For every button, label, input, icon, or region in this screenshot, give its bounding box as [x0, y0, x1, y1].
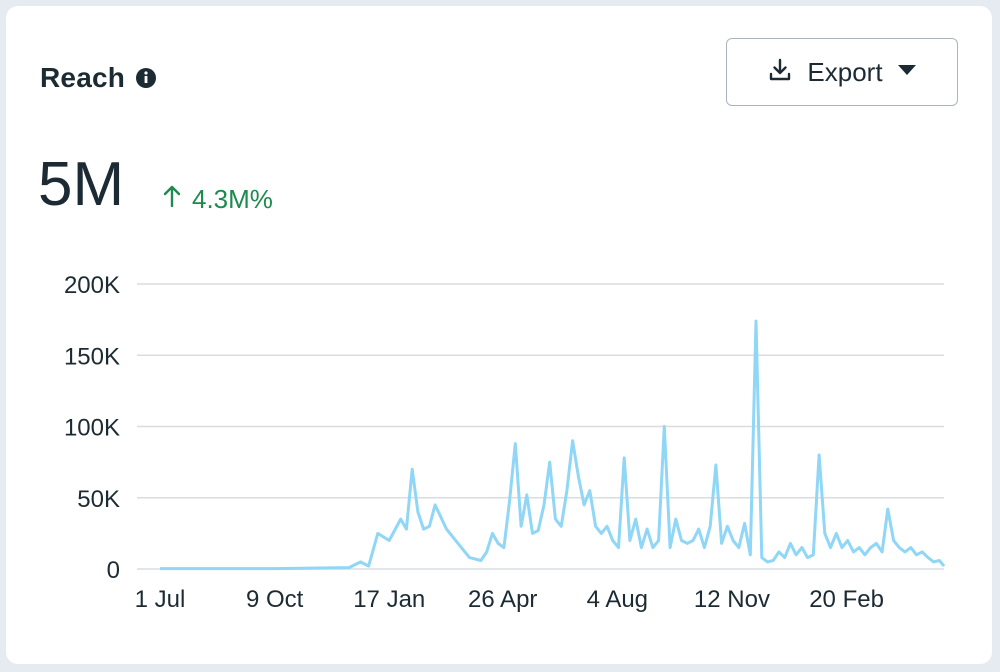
x-tick-label: 1 Jul: [135, 586, 186, 613]
export-label: Export: [807, 56, 883, 87]
x-tick-label: 12 Nov: [694, 586, 770, 613]
export-button[interactable]: Export: [726, 38, 958, 106]
change-indicator: 4.3M%: [162, 184, 273, 215]
reach-value: 5M: [38, 150, 125, 219]
info-icon[interactable]: [135, 67, 157, 89]
x-tick-label: 4 Aug: [587, 586, 648, 613]
title-row: Reach: [40, 62, 157, 94]
card-title: Reach: [40, 62, 126, 93]
y-tick-label: 150K: [64, 343, 120, 370]
arrow-up-icon: [162, 184, 182, 215]
y-tick-label: 200K: [64, 272, 120, 299]
y-tick-label: 50K: [77, 486, 120, 513]
reach-series-line: [160, 319, 946, 571]
y-tick-label: 0: [107, 557, 120, 584]
change-value: 4.3M%: [192, 184, 273, 214]
caret-down-icon: [897, 63, 917, 82]
x-tick-label: 26 Apr: [468, 586, 537, 613]
x-tick-label: 9 Oct: [246, 586, 304, 613]
y-tick-label: 100K: [64, 415, 120, 442]
download-icon: [767, 57, 793, 88]
x-tick-label: 17 Jan: [353, 586, 425, 613]
x-tick-label: 20 Feb: [809, 586, 884, 613]
reach-card: Reach Export 5M 4.3M%: [6, 6, 992, 664]
